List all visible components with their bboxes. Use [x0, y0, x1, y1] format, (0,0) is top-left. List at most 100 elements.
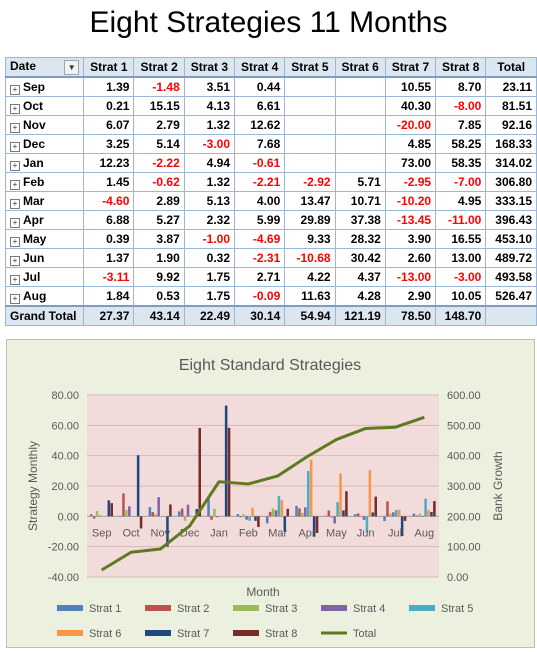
table-cell: 9.33: [284, 229, 336, 249]
date-cell[interactable]: + Aug: [4, 286, 85, 307]
table-cell: 4.22: [284, 267, 336, 287]
expand-plus-icon[interactable]: +: [10, 142, 20, 152]
page-title: Eight Strategies 11 Months: [89, 6, 448, 39]
bar-strat-7: [430, 511, 433, 517]
date-cell[interactable]: + Jan: [4, 153, 85, 173]
bar-strat-4: [186, 504, 190, 517]
bar-strat-7: [371, 512, 375, 517]
table-cell: 4.13: [183, 96, 236, 116]
table-cell: 2.79: [133, 115, 185, 135]
bar-strat-6: [309, 459, 313, 517]
table-cell: -13.45: [384, 210, 437, 230]
expand-plus-icon[interactable]: +: [10, 294, 20, 304]
expand-plus-icon[interactable]: +: [10, 123, 20, 133]
table-cell: 3.87: [133, 229, 185, 249]
table-cell: 6.61: [234, 96, 286, 116]
filter-dropdown-icon[interactable]: ▼: [64, 60, 80, 75]
table-cell: 0.39: [83, 229, 135, 249]
legend-label: Strat 6: [89, 628, 121, 640]
table-cell: 29.89: [284, 210, 336, 230]
expand-plus-icon[interactable]: +: [10, 256, 20, 266]
date-cell[interactable]: + Jul: [4, 267, 85, 287]
table-cell: 78.50: [384, 305, 437, 326]
date-cell[interactable]: + Dec: [4, 134, 85, 154]
chart-title: Eight Standard Strategies: [179, 357, 361, 374]
expand-plus-icon[interactable]: +: [10, 104, 20, 114]
table-row: + Jan 12.23 -2.22 4.94 -0.61 73.00 58.35 314.02: [4, 153, 537, 173]
table-cell: 1.45: [83, 172, 135, 192]
column-header: Strat 6: [334, 57, 386, 78]
bar-strat-6: [368, 470, 372, 517]
legend-swatch: [145, 605, 171, 611]
table-cell: 526.47: [485, 286, 537, 307]
table-cell: [284, 153, 336, 173]
table-row: + Dec 3.25 5.14 -3.00 7.68 4.85 58.25 168.33: [4, 134, 537, 154]
bar-strat-7: [224, 405, 228, 517]
date-cell[interactable]: + Oct: [4, 96, 85, 116]
table-cell: 15.15: [133, 96, 185, 116]
date-cell[interactable]: + Mar: [4, 191, 85, 211]
column-header-date[interactable]: Date ▼: [4, 57, 85, 78]
legend-label: Total: [353, 628, 376, 640]
table-row: + Jul -3.11 9.92 1.75 2.71 4.22 4.37 -13.00 -3.00…: [4, 267, 537, 287]
column-header: Total: [485, 57, 537, 78]
table-cell: 396.43: [485, 210, 537, 230]
table-cell: 81.51: [485, 96, 537, 116]
date-cell[interactable]: + Jun: [4, 248, 85, 268]
bar-strat-8: [345, 491, 348, 517]
bar-strat-7: [107, 500, 111, 517]
table-cell: 10.71: [334, 191, 386, 211]
table-cell: 0.53: [133, 286, 185, 307]
expand-plus-icon[interactable]: +: [10, 237, 20, 247]
bar-strat-1: [119, 516, 122, 517]
y2-tick-label: 600.00: [447, 390, 481, 402]
date-cell[interactable]: + May: [4, 229, 85, 249]
expand-plus-icon[interactable]: +: [10, 161, 20, 171]
table-cell: -2.95: [384, 172, 437, 192]
table-cell: 5.14: [133, 134, 185, 154]
table-cell: -1.00: [183, 229, 236, 249]
expand-plus-icon[interactable]: +: [10, 85, 20, 95]
y2-tick-label: 200.00: [447, 511, 481, 523]
bar-strat-5: [336, 502, 339, 517]
x-axis-title: Month: [246, 585, 279, 599]
y2-axis-title: Bank Growth: [491, 451, 505, 520]
column-header: Strat 4: [234, 57, 286, 78]
legend-label: Strat 8: [265, 628, 297, 640]
table-cell: 7.85: [435, 115, 487, 135]
table-cell: -2.31: [234, 248, 286, 268]
date-cell[interactable]: + Apr: [4, 210, 85, 230]
expand-plus-icon[interactable]: +: [10, 218, 20, 228]
table-cell: [334, 76, 386, 97]
bar-strat-4: [98, 515, 102, 517]
y-tick-label: 60.00: [51, 420, 79, 432]
table-cell: 16.55: [435, 229, 487, 249]
table-cell: -20.00: [384, 115, 437, 135]
bar-strat-1: [353, 514, 357, 517]
table-cell: 1.75: [183, 286, 236, 307]
table-cell: 7.68: [234, 134, 286, 154]
bar-strat-5: [307, 471, 310, 517]
bar-strat-2: [268, 511, 272, 517]
date-cell[interactable]: + Nov: [4, 115, 85, 135]
row-label: Grand Total: [10, 309, 77, 323]
expand-plus-icon[interactable]: +: [10, 199, 20, 209]
table-cell: 1.37: [83, 248, 135, 268]
date-cell[interactable]: + Feb: [4, 172, 85, 192]
expand-plus-icon[interactable]: +: [10, 275, 20, 285]
bar-strat-8: [110, 503, 113, 517]
y2-tick-label: 500.00: [447, 420, 481, 432]
table-cell: 5.27: [133, 210, 185, 230]
bar-strat-5: [365, 516, 369, 533]
bar-strat-4: [333, 516, 336, 524]
grand-total-label-cell: Grand Total: [4, 305, 85, 326]
table-cell: -0.62: [133, 172, 185, 192]
expand-plus-icon[interactable]: +: [10, 180, 20, 190]
bar-strat-7: [283, 516, 287, 532]
bar-strat-5: [395, 509, 398, 517]
bar-strat-3: [125, 510, 128, 517]
table-cell: 4.94: [183, 153, 236, 173]
bar-strat-2: [386, 501, 389, 517]
table-cell: 3.51: [183, 76, 236, 97]
date-cell[interactable]: + Sep: [4, 76, 85, 97]
